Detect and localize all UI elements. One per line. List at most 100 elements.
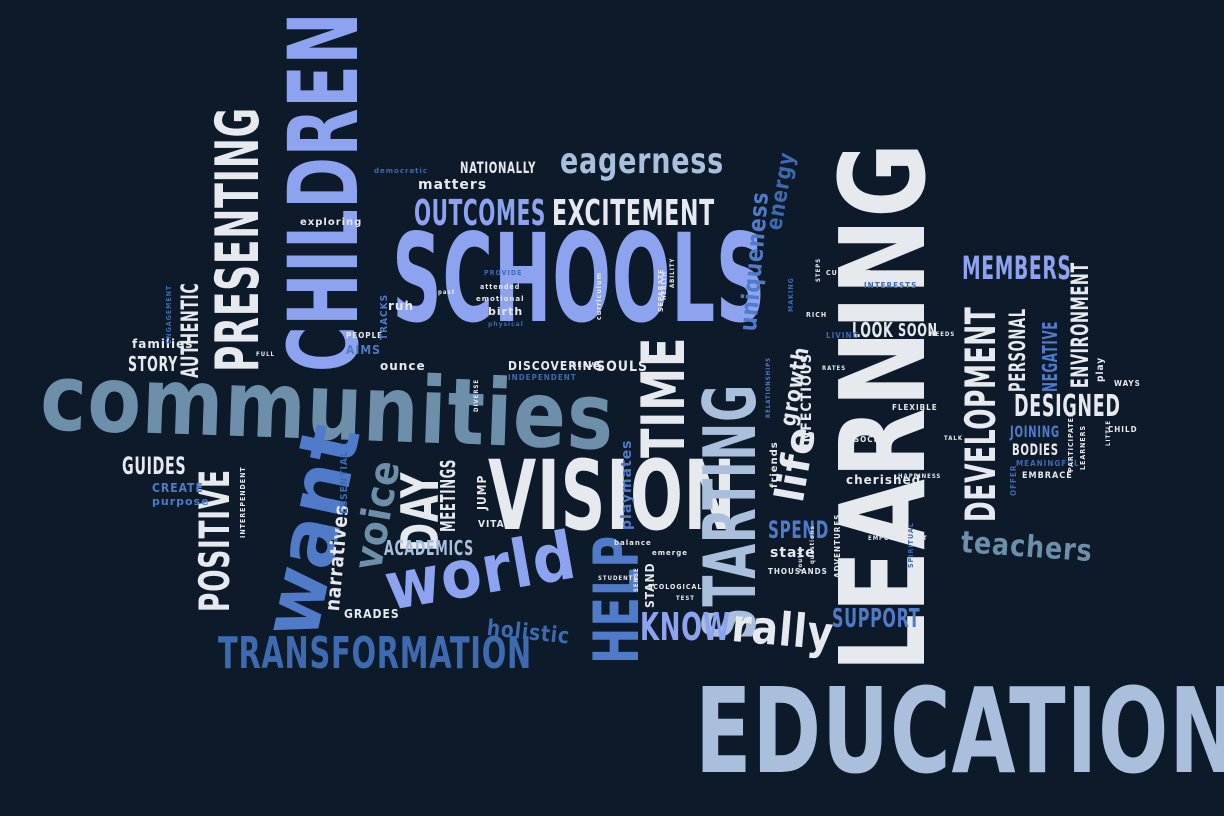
word-grades: GRADES	[344, 607, 400, 621]
word-time: TIME	[629, 336, 699, 458]
word-excitement: EXCITEMENT	[552, 193, 715, 234]
word-essential: ESSENTIAL	[339, 450, 350, 514]
word-soon: SOON	[898, 320, 938, 341]
word-spiritual: SPIRITUAL	[907, 522, 915, 568]
word-needs: NEEDS	[930, 331, 956, 338]
word-negative: NEGATIVE	[1038, 320, 1062, 392]
word-diverse: DIVERSE	[473, 378, 480, 412]
word-ruh: ruh	[388, 299, 415, 313]
word-rally: rally	[729, 598, 837, 661]
word-relationships: RELATIONSHIPS	[765, 356, 772, 418]
word-friends: friends	[769, 441, 780, 488]
word-health: HEALTH	[661, 270, 668, 300]
word-play: play	[1095, 356, 1106, 382]
word-thousands: THOUSANDS	[768, 567, 828, 576]
word-infectious: INFECTIOUS	[799, 353, 815, 448]
word-independent: INDEPENDENT	[508, 373, 577, 382]
word-living: LIVING	[826, 331, 860, 340]
word-joining: JOINING	[1010, 422, 1060, 441]
word-ecological: ECOLOGICAL	[648, 583, 703, 591]
word-look: LOOK	[852, 318, 894, 342]
word-purpose: purpose	[152, 495, 210, 508]
word-academics: ACADEMICS	[384, 536, 474, 560]
word-families: families	[132, 337, 194, 351]
word-offer: OFFER	[1009, 464, 1018, 496]
word-souls: SOULS	[596, 359, 649, 375]
word-adventures: ADVENTURES	[833, 513, 842, 578]
word-flexible: FLEXIBLE	[892, 403, 938, 412]
word-spend: SPEND	[768, 516, 829, 544]
word-outcomes: OUTCOMES	[414, 193, 547, 234]
word-sense: SENSE	[633, 567, 640, 592]
word-education: EDUCATION	[695, 662, 1224, 800]
word-help: HELP	[580, 535, 653, 664]
word-physical: physical	[488, 321, 524, 328]
word-child: CHILD	[1108, 425, 1138, 434]
word-serve: SERVE	[572, 361, 600, 369]
word-environment: ENVIRONMENT	[1066, 262, 1094, 388]
word-transformation: TRANSFORMATION	[218, 628, 532, 679]
word-children: CHILDREN	[268, 11, 380, 373]
word-state: state	[770, 545, 816, 561]
word-jump: JUMP	[475, 474, 489, 510]
word-happiness: HAPPINESS	[898, 473, 942, 480]
word-questions: questions	[809, 525, 816, 564]
word-vital: VITAL	[478, 519, 512, 530]
word-past: past	[438, 289, 456, 296]
word-engagement: ENGAGEMENT	[165, 284, 173, 344]
word-test: TEST	[676, 595, 695, 602]
word-ability: ABILITY	[669, 257, 676, 288]
word-emotional: emotional	[476, 295, 525, 303]
word-discovering: DISCOVERING	[508, 359, 603, 373]
word-playmates: playmates	[619, 439, 635, 530]
word-little: LITTLE	[1105, 419, 1112, 446]
word-aims: AIMS	[346, 343, 381, 357]
word-emerge: emerge	[652, 549, 688, 557]
word-rates: RATES	[822, 365, 847, 372]
word-birth: birth	[488, 305, 524, 318]
word-ways: WAYS	[1114, 379, 1141, 388]
word-energy: energy	[762, 150, 801, 232]
word-social: SOCIAL	[854, 435, 890, 444]
word-people: PEOPLE	[346, 331, 384, 340]
word-youth: youth	[797, 549, 804, 573]
word-bodies: BODIES	[1012, 440, 1059, 459]
word-making: MAKING	[787, 277, 795, 312]
word-eagerness: eagerness	[560, 141, 724, 182]
word-story: STORY	[128, 352, 178, 376]
word-cultivate: CULTIVATE	[826, 269, 872, 277]
word-nationally: NATIONALLY	[460, 158, 537, 177]
word-schools: SCHOOLS	[392, 208, 767, 350]
word-participates: PARTICIPATES	[1067, 411, 1075, 472]
word-meetings: MEETINGS	[436, 459, 460, 532]
word-designed: DESIGNED	[1014, 389, 1121, 424]
word-ounce: ounce	[380, 359, 426, 373]
word-interepenident: INTEREPENDENT	[239, 466, 247, 538]
word-curriculum: curriculum	[595, 271, 603, 320]
word-rich: RICH	[806, 311, 828, 319]
word-full: FULL	[256, 351, 275, 358]
word-presenting: PRESENTING	[203, 107, 273, 372]
word-guides: GUIDES	[122, 452, 187, 480]
word-vision: VISION	[488, 440, 737, 552]
word-students: STUDENTS	[598, 575, 639, 582]
word-create: CREATE	[152, 481, 204, 495]
word-attended: attended	[480, 283, 521, 291]
word-talk: TALK	[944, 435, 964, 442]
word-members: MEMBERS	[962, 249, 1072, 287]
word-balance: balance	[614, 539, 652, 547]
word-democratic: democratic	[374, 167, 429, 175]
word-teachers: teachers	[959, 525, 1094, 570]
word-interests: INTERESTS	[864, 281, 918, 290]
word-provide: PROVIDE	[484, 269, 523, 277]
word-learners: LEARNERS	[1079, 425, 1087, 470]
word-know: KNOW	[640, 605, 731, 649]
word-support: SUPPORT	[832, 604, 921, 634]
word-cherished: cherished	[846, 473, 922, 487]
word-empowerment: EMPOWERMENT	[868, 535, 928, 542]
word-development: DEVELOPMENT	[956, 306, 1005, 522]
word-exploring: exploring	[300, 217, 363, 228]
word-authentic: AUTHENTIC	[176, 282, 204, 378]
word-matters: matters	[418, 177, 488, 193]
